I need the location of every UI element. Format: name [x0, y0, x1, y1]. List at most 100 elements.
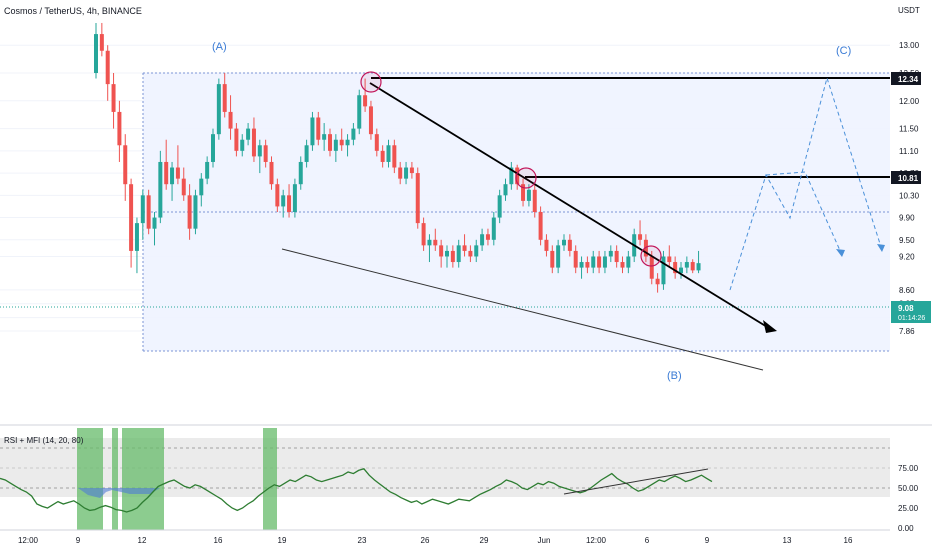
- rsi-tick-label: 0.00: [898, 524, 914, 533]
- candle-body: [322, 134, 327, 140]
- time-tick-label: 19: [278, 536, 287, 545]
- candle-body: [357, 95, 362, 129]
- candle-body: [351, 128, 356, 140]
- candle-body: [696, 263, 701, 271]
- candle-body: [538, 212, 543, 240]
- candle-body: [152, 217, 157, 229]
- candle-body: [374, 134, 379, 151]
- wave-label-a: (A): [212, 41, 227, 53]
- candle-body: [216, 84, 221, 135]
- candle-body: [316, 117, 321, 140]
- candle-body: [228, 111, 233, 129]
- candle-body: [643, 239, 648, 257]
- projection-arrowhead-1: [877, 244, 885, 252]
- candle-body: [474, 245, 479, 257]
- candle-body: [181, 178, 186, 196]
- candle-body: [597, 256, 602, 268]
- level-badge-12-34: [891, 72, 921, 85]
- candle-body: [480, 234, 485, 246]
- candle-body: [509, 167, 514, 185]
- candle-body: [99, 34, 104, 51]
- projection-wave-2: [765, 171, 843, 256]
- price-tick-label: 10.30: [899, 191, 920, 200]
- candle-body: [421, 223, 426, 246]
- indicator-label[interactable]: RSI + MFI (14, 20, 80): [4, 436, 84, 445]
- time-tick-label: 9: [705, 536, 710, 545]
- time-tick-label: 23: [358, 536, 367, 545]
- candle-body: [491, 217, 496, 240]
- rsi-axis: 75.00 50.00 25.00 0.00: [898, 464, 919, 533]
- candle-body: [281, 195, 286, 207]
- candle-body: [515, 167, 520, 185]
- price-axis[interactable]: 13.0012.5012.0011.5011.1010.7010.309.909…: [899, 41, 920, 336]
- candle-body: [140, 195, 145, 224]
- candle-body: [556, 245, 561, 268]
- wave-label-c: (C): [836, 45, 851, 57]
- candle-body: [164, 161, 169, 185]
- rsi-trendline: [563, 468, 709, 495]
- candle-body: [111, 84, 116, 112]
- candle-body: [415, 173, 420, 224]
- time-tick-label: 13: [783, 536, 792, 545]
- candle-body: [562, 239, 566, 246]
- candle-body: [275, 184, 280, 207]
- candle-body: [222, 84, 227, 112]
- candle-body: [462, 245, 467, 251]
- candle-body: [240, 139, 245, 151]
- projection-arrowhead-2: [836, 249, 845, 257]
- candle-body: [497, 195, 502, 218]
- candle-body: [94, 34, 98, 73]
- rsi-tick-label: 25.00: [898, 504, 919, 513]
- candle-body: [193, 195, 198, 229]
- price-tick-label: 12.00: [899, 97, 920, 106]
- candle-body: [602, 256, 607, 268]
- candle-body: [287, 195, 292, 212]
- candle-body: [439, 245, 444, 257]
- candle-body: [626, 256, 631, 268]
- candle-body: [585, 262, 590, 268]
- rsi-line: [0, 468, 713, 513]
- candle-body: [649, 256, 654, 279]
- candle-body: [468, 250, 473, 257]
- price-tick-label: 8.60: [899, 286, 915, 295]
- time-tick-label: 12:00: [18, 536, 39, 545]
- candle-body: [246, 128, 251, 140]
- candle-body: [608, 250, 613, 257]
- candle-body: [292, 184, 297, 212]
- candle-body: [146, 195, 151, 229]
- candle-body: [690, 262, 695, 271]
- last-price-countdown: 01:14:26: [898, 315, 925, 322]
- candle-body: [363, 95, 368, 107]
- time-tick-label: 9: [76, 536, 81, 545]
- candle-body: [409, 167, 414, 174]
- candle-body: [526, 189, 531, 201]
- interval: 4h: [86, 6, 97, 16]
- candle-body: [503, 184, 508, 196]
- candle-body: [532, 189, 537, 212]
- price-tick-label: 7.86: [899, 327, 915, 336]
- pivot-circle-2: [515, 167, 537, 189]
- candle-body: [333, 139, 338, 151]
- time-tick-label: 6: [645, 536, 650, 545]
- level-badge-10-81: [891, 171, 921, 184]
- candle-body: [638, 234, 643, 240]
- candle-body: [345, 139, 350, 146]
- projection-wave-1: [729, 76, 883, 291]
- time-tick-label: 16: [214, 536, 223, 545]
- price-tick-label: 9.90: [899, 214, 915, 223]
- candle-body: [433, 239, 438, 246]
- rsi-tick-label: 50.00: [898, 484, 919, 493]
- symbol-header[interactable]: Cosmos / TetherUS, 4h, BINANCE: [4, 6, 142, 16]
- time-tick-label: 16: [844, 536, 853, 545]
- candle-body: [368, 106, 373, 135]
- candle-body: [339, 139, 344, 146]
- candle-body: [304, 145, 309, 162]
- candle-body: [211, 134, 215, 162]
- candle-body: [175, 167, 180, 179]
- time-axis[interactable]: 12:00 9 12 16 19 23 26 29 Jun 12:00 6 9 13 16: [18, 536, 853, 545]
- candle-body: [456, 245, 461, 263]
- time-tick-label: 12: [138, 536, 147, 545]
- price-tick-label: 9.20: [899, 252, 915, 261]
- candle-body: [205, 161, 210, 179]
